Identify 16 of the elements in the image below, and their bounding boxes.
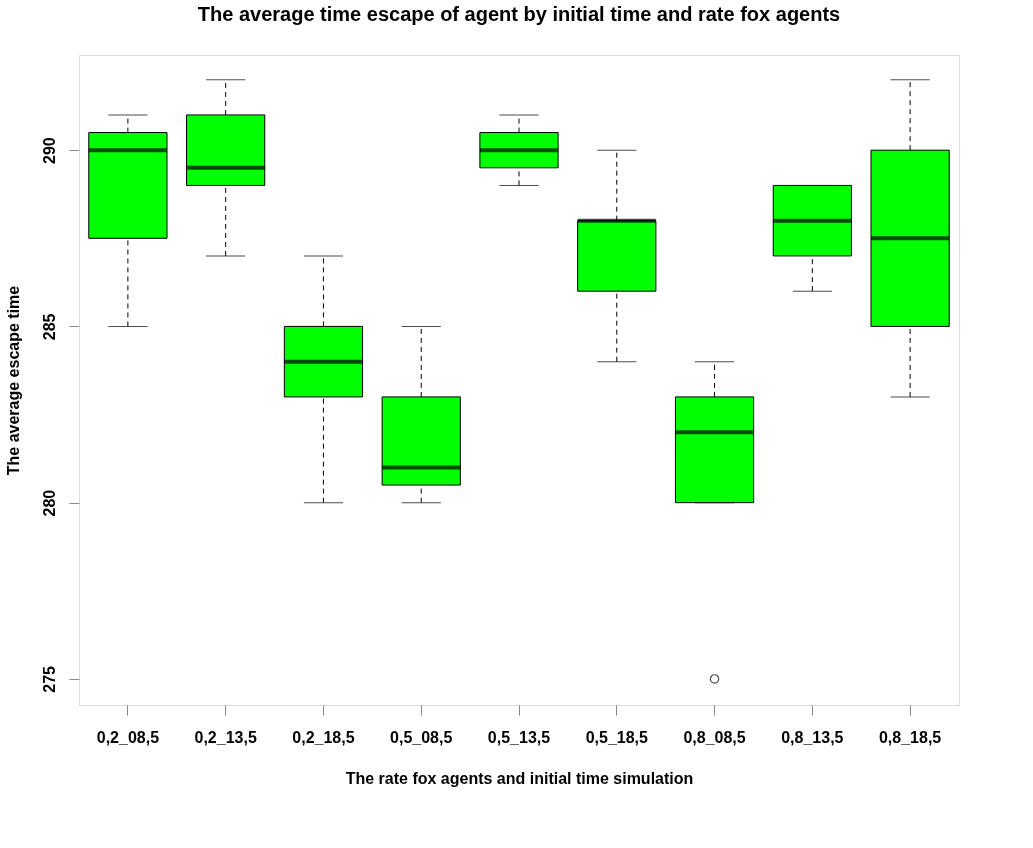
x-tick-label: 0,8_08,5 <box>683 728 746 746</box>
x-tick-label: 0,5_18,5 <box>585 728 649 746</box>
y-tick-label: 280 <box>40 489 58 517</box>
x-tick-label: 0,8_18,5 <box>878 728 942 746</box>
y-tick-label: 275 <box>40 665 58 693</box>
y-tick-label: 290 <box>40 137 58 165</box>
x-tick-label: 0,8_13,5 <box>781 728 844 746</box>
x-axis-title: The rate fox agents and initial time simulation <box>345 769 694 787</box>
chart-title: The average time escape of agent by initial time and rate fox agents <box>197 3 841 25</box>
x-tick-label: 0,2_13,5 <box>194 728 257 746</box>
x-tick-label: 0,5_08,5 <box>390 728 453 746</box>
x-tick-label: 0,5_13,5 <box>487 728 551 746</box>
y-tick-label: 285 <box>40 313 58 341</box>
x-tick-label: 0,2_18,5 <box>292 728 355 746</box>
y-axis-title: The average escape time <box>4 285 22 476</box>
x-tick-label: 0,2_08,5 <box>96 728 160 746</box>
